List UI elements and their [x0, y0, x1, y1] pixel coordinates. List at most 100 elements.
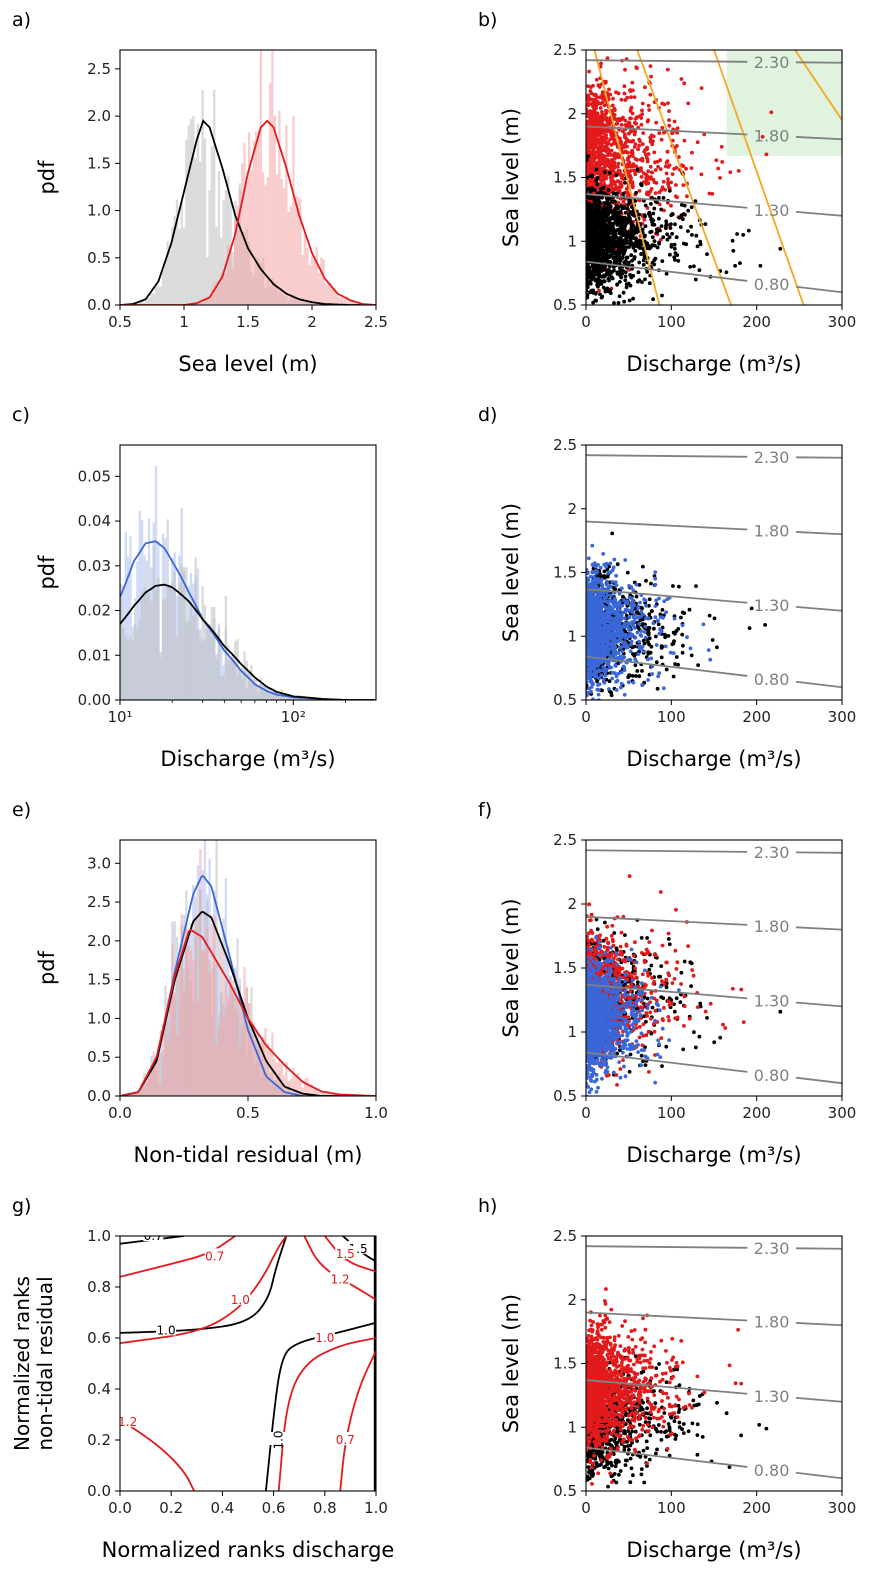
scatter-point	[602, 251, 607, 255]
scatter-point	[647, 636, 652, 641]
scatter-point	[605, 56, 610, 60]
scatter-point	[714, 158, 719, 163]
y-tick-label: 0.03	[78, 557, 111, 575]
scatter-point	[629, 176, 633, 181]
scatter-point	[760, 134, 765, 139]
scatter-point	[588, 281, 593, 286]
y-tick-label: 0.5	[87, 249, 111, 267]
scatter-point	[653, 604, 658, 608]
scatter-point	[662, 130, 666, 135]
scatter-point	[597, 159, 602, 164]
scatter-point	[645, 190, 650, 195]
scatter-point	[618, 209, 623, 214]
scatter-point	[600, 90, 605, 95]
scatter-point	[609, 593, 613, 598]
scatter-point	[590, 174, 594, 179]
scatter-point	[597, 313, 601, 317]
x-tick-label: 2	[307, 313, 317, 331]
scatter-point	[598, 106, 603, 110]
scatter-point	[647, 212, 651, 216]
hist-bar	[136, 302, 139, 305]
scatter-point	[648, 650, 653, 655]
hist-bar	[171, 227, 174, 305]
hist-bar	[145, 560, 148, 700]
isoline	[586, 125, 748, 136]
scatter-point	[627, 673, 632, 677]
scatter-point	[694, 584, 698, 588]
scatter-point	[644, 176, 649, 181]
scatter-point	[594, 137, 599, 142]
hist-bar	[213, 283, 216, 305]
scatter-point	[586, 119, 591, 124]
scatter-point	[636, 270, 641, 275]
scatter-point	[614, 688, 619, 692]
hist-bar	[357, 302, 360, 305]
scatter-point	[603, 234, 608, 239]
scatter-point	[614, 117, 619, 122]
hist-bar	[292, 116, 295, 305]
scatter-point	[665, 149, 670, 154]
scatter-point	[629, 222, 634, 227]
scatter-point	[649, 187, 654, 191]
scatter-point	[660, 259, 665, 263]
scatter-point	[607, 87, 611, 92]
scatter-point	[596, 284, 600, 289]
x-tick-label: 100	[657, 313, 686, 331]
scatter-point	[636, 615, 641, 620]
scatter-point	[605, 159, 609, 163]
scatter-point	[640, 108, 644, 113]
x-tick-label: 10²	[281, 708, 306, 726]
scatter-point	[634, 190, 639, 195]
hist-bar	[271, 50, 274, 305]
scatter-point	[632, 229, 636, 234]
y-tick-label: 2.5	[87, 60, 111, 78]
scatter-point	[608, 160, 612, 165]
scatter-point	[645, 157, 650, 162]
scatter-point	[693, 277, 698, 282]
hist-bar	[220, 646, 223, 700]
scatter-point	[659, 237, 663, 242]
plot-area	[120, 50, 376, 305]
hist-bar	[194, 557, 197, 700]
scatter-point	[670, 212, 675, 217]
scatter-point	[651, 297, 655, 302]
scatter-point	[650, 261, 655, 265]
hist-bar	[143, 587, 146, 700]
scatter-point	[594, 133, 598, 138]
scatter-point	[676, 259, 681, 263]
scatter-point	[611, 620, 616, 624]
scatter-point	[733, 263, 737, 268]
scatter-series-blue	[586, 543, 713, 700]
scatter-point	[591, 243, 595, 247]
scatter-point	[592, 575, 597, 579]
scatter-point	[638, 600, 642, 605]
scatter-point	[622, 233, 626, 238]
kde-curve-red	[120, 119, 376, 305]
hist-bar	[268, 688, 272, 700]
scatter-point	[640, 101, 645, 106]
scatter-point	[627, 245, 631, 249]
scatter-point	[625, 150, 630, 155]
hist-bar	[201, 585, 204, 700]
scatter-point	[611, 96, 615, 101]
hist-bar	[222, 200, 225, 305]
scatter-point	[639, 629, 644, 633]
scatter-point	[607, 164, 612, 169]
scatter-point	[596, 692, 601, 697]
scatter-point	[623, 274, 628, 279]
x-axis-label: Discharge (m³/s)	[626, 352, 801, 376]
scatter-point	[633, 663, 638, 668]
scatter-point	[643, 203, 648, 208]
scatter-point	[613, 587, 618, 591]
hist-bar	[220, 676, 223, 700]
scatter-point	[618, 267, 623, 272]
hist-bar	[313, 259, 316, 305]
hist-bar	[220, 273, 223, 305]
hist-bar	[192, 615, 195, 700]
hist-bar	[150, 290, 153, 305]
scatter-point	[622, 84, 627, 89]
scatter-point	[712, 616, 717, 621]
scatter-point	[618, 13, 622, 17]
scatter-point	[634, 239, 638, 244]
scatter-point	[644, 578, 648, 583]
